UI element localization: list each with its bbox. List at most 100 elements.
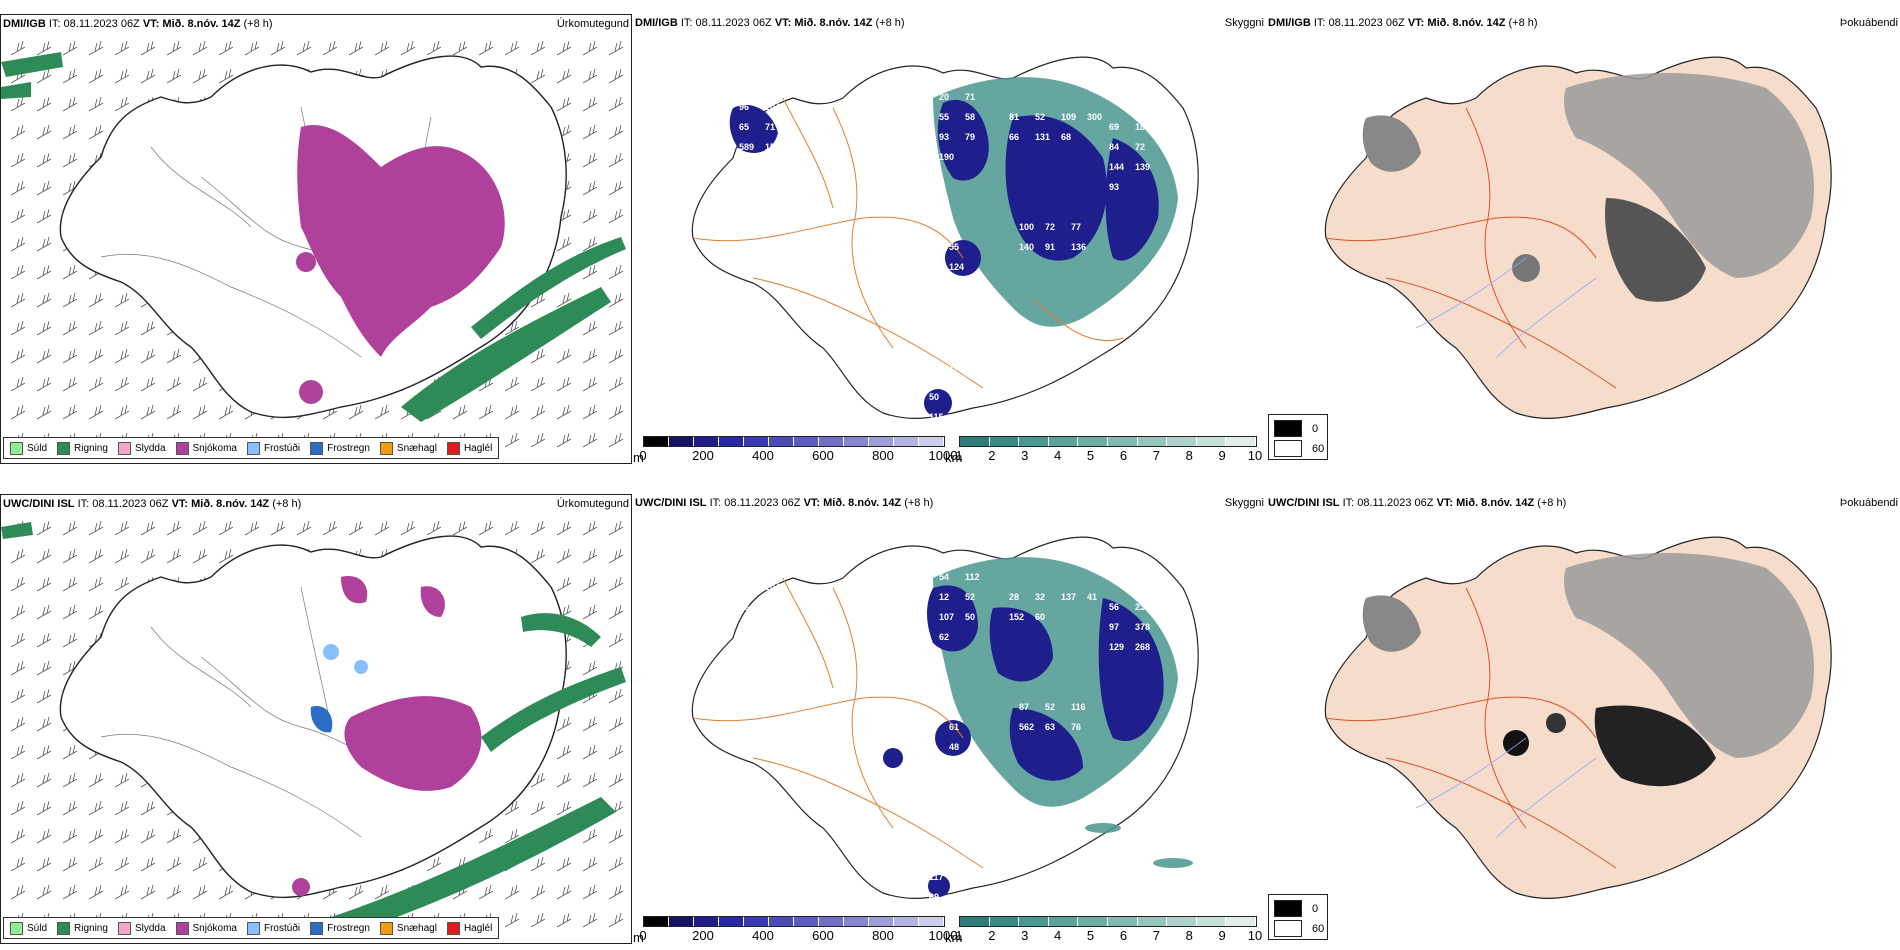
wind-barb <box>166 68 182 84</box>
visibility-value-label: 300 <box>1087 112 1102 122</box>
fog-swatch-60 <box>1274 920 1302 937</box>
visibility-value-label: 28 <box>1009 592 1019 602</box>
visibility-value-label: 55 <box>949 242 959 252</box>
visibility-value-label: 69 <box>929 892 939 902</box>
wind-barb <box>192 856 208 872</box>
wind-barb <box>582 716 598 732</box>
precip-legend: Súld Rigning Slydda Snjókoma Frostúði Frostre… <box>3 437 500 459</box>
legend-swatch <box>10 921 23 935</box>
wind-barb <box>582 884 598 900</box>
visibility-value-label: 65 <box>739 122 749 132</box>
wind-barb <box>88 376 104 392</box>
legend-label: Frostregn <box>327 442 370 454</box>
wind-barb <box>400 40 416 56</box>
wind-barb <box>582 208 598 224</box>
visibility-value-label: 268 <box>1135 642 1150 652</box>
colorbar-tick-label: 6 <box>1119 928 1128 943</box>
wind-barb <box>140 348 156 364</box>
visibility-value-label: 48 <box>739 642 749 652</box>
colorbar-tick-label: 200 <box>692 928 714 943</box>
legend-label: Frostúði <box>263 442 301 454</box>
frost-rain-area <box>310 706 333 733</box>
colorbar-tick-label: 9 <box>1218 928 1226 943</box>
colorbar-cell <box>989 437 1020 446</box>
colorbar-cell <box>1137 917 1168 926</box>
visibility-value-label: 129 <box>1109 642 1124 652</box>
legend-swatch <box>57 921 71 935</box>
wind-barb <box>10 884 26 900</box>
wind-barb <box>374 884 390 900</box>
legend-label: Rigning <box>74 922 108 934</box>
visibility-value-label: 222 <box>765 602 780 612</box>
visibility-value-label: 62 <box>939 632 949 642</box>
wind-barb <box>114 40 130 56</box>
wind-barb <box>556 716 572 732</box>
wind-barb <box>88 884 104 900</box>
wind-barb <box>218 884 234 900</box>
wind-barb <box>556 432 572 448</box>
wind-barb <box>36 320 52 336</box>
visibility-value-label: 81 <box>1009 112 1019 122</box>
wind-barb <box>36 660 52 676</box>
legend-item: Frostúði <box>246 921 300 935</box>
colorbar-tick-label: 2 <box>988 448 996 463</box>
fog-map <box>1324 56 1832 420</box>
visibility-value-label: 124 <box>949 262 964 272</box>
colorbar-tick-label: 1 <box>955 928 963 943</box>
visibility-value-label: 140 <box>1019 242 1034 252</box>
wind-barb <box>10 348 26 364</box>
legend-swatch <box>246 441 260 455</box>
colorbar-tick-label: 400 <box>752 448 774 463</box>
visibility-value-label: 116 <box>1071 702 1086 712</box>
wind-barb <box>530 856 546 872</box>
legend-item: Haglél <box>446 921 493 935</box>
visibility-value-label: 91 <box>949 282 959 292</box>
wind-barb <box>608 320 624 336</box>
legend-item: Snjókoma <box>175 921 237 935</box>
legend-swatch <box>117 441 131 455</box>
visibility-value-label: 50 <box>965 612 975 622</box>
colorbar-cell <box>844 437 869 446</box>
legend-label: Súld <box>27 442 48 454</box>
visibility-value-label: 109 <box>1061 112 1076 122</box>
wind-barb <box>270 40 286 56</box>
wind-barb <box>556 68 572 84</box>
wind-barb <box>114 800 130 816</box>
wind-barb <box>348 884 364 900</box>
colorbar-cell <box>669 917 694 926</box>
legend-label: Haglél <box>463 922 493 934</box>
wind-barb <box>582 348 598 364</box>
legend-swatch <box>246 921 260 935</box>
wind-barb <box>556 884 572 900</box>
visibility-value-label: 66 <box>1009 132 1019 142</box>
wind-barb <box>88 828 104 844</box>
wind-barb <box>114 96 130 112</box>
panel-header: DMI/IGB IT: 08.11.2023 06Z VT: Mið. 8.nó… <box>3 18 273 30</box>
wind-barb <box>62 292 78 308</box>
colorbar-cell <box>1226 917 1256 926</box>
wind-barb <box>530 40 546 56</box>
wind-barb <box>582 152 598 168</box>
wind-barb <box>504 320 520 336</box>
wind-barb <box>88 320 104 336</box>
colorbar-tick-label: 0 <box>639 928 647 943</box>
wind-barb <box>192 520 208 536</box>
wind-barb <box>582 264 598 280</box>
colorbar-cell <box>960 437 990 446</box>
visibility-value-label: 89 <box>949 342 959 352</box>
panel-header: UWC/DINI ISL IT: 08.11.2023 06Z VT: Mið.… <box>635 497 934 509</box>
colorbar-cell <box>694 437 719 446</box>
visibility-value-label: 69 <box>1109 122 1119 132</box>
wind-barb <box>530 912 546 928</box>
fog-map <box>1324 536 1832 900</box>
wind-barb <box>608 716 624 732</box>
wind-barb <box>10 548 26 564</box>
wind-barb <box>62 632 78 648</box>
wind-barb <box>582 828 598 844</box>
colorbar-cell <box>719 917 744 926</box>
visibility-value-label: 52 <box>1035 112 1045 122</box>
wind-barb <box>36 348 52 364</box>
wind-barb <box>62 68 78 84</box>
wind-barb <box>166 884 182 900</box>
wind-barb <box>556 348 572 364</box>
